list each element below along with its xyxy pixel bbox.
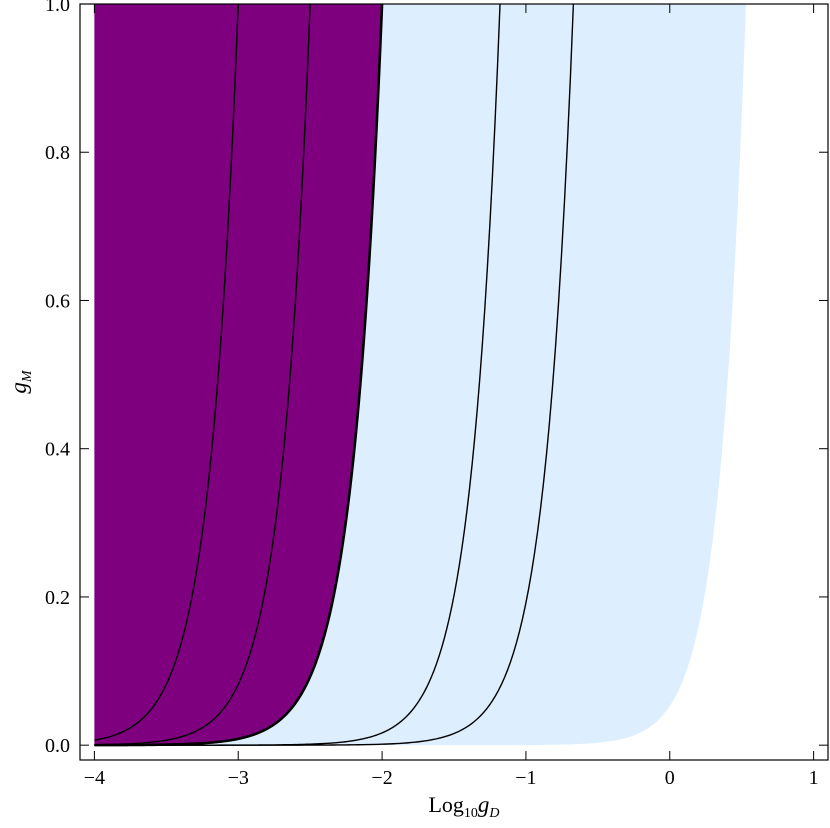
axis-ticks: −4 −3 −2 −1 0 1 0.0 0.2 0.4 0.6 0.8 1.0 (45, 0, 828, 789)
shaded-region-2 (94, 4, 383, 746)
contour-curves (94, 3, 575, 747)
x-axis-label: Log10gD (428, 792, 499, 821)
y-tick-label: 0.6 (45, 290, 70, 312)
y-tick-label: 0.8 (45, 142, 70, 164)
contour-curve-5 (94, 3, 575, 746)
y-tick-label: 0.0 (45, 735, 70, 757)
shaded-regions (94, 4, 747, 746)
plot-frame (79, 3, 829, 761)
y-tick-label: 1.0 (45, 0, 70, 16)
x-tick-label: −2 (371, 767, 392, 789)
x-tick-label: 1 (809, 767, 819, 789)
x-tick-label: −4 (84, 767, 105, 789)
y-tick-label: 0.4 (45, 439, 70, 461)
y-axis-label: gM (6, 369, 35, 394)
y-tick-label: 0.2 (45, 587, 70, 609)
x-tick-label: −3 (228, 767, 249, 789)
contour-curve-1 (94, 3, 239, 741)
x-tick-label: 0 (665, 767, 675, 789)
x-tick-label: −1 (515, 767, 536, 789)
